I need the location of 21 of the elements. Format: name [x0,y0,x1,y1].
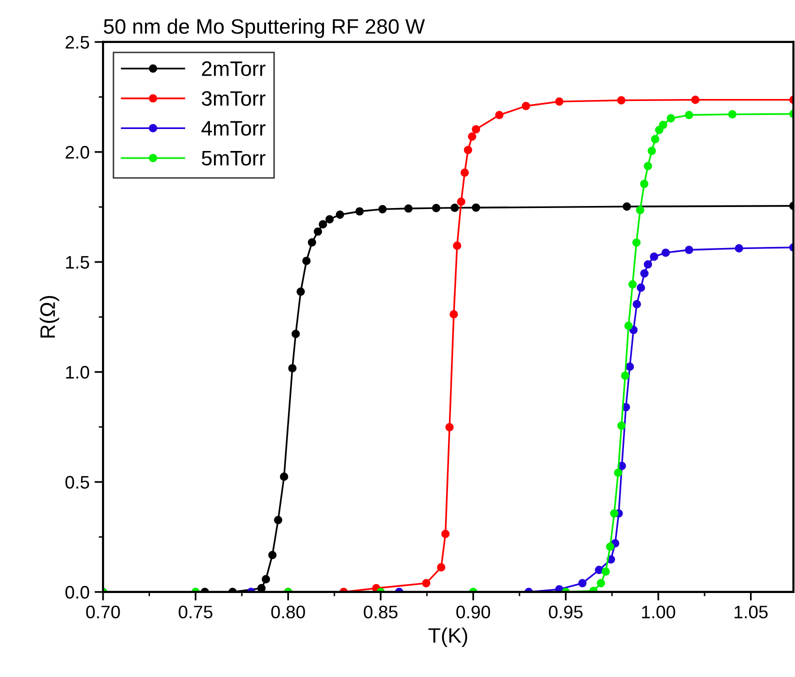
chart-title: 50 nm de Mo Sputtering RF 280 W [104,18,425,38]
y-tick-label: 0.5 [65,476,90,489]
x-tick-label: 0.80 [271,606,305,618]
y-tick-label: 2.0 [66,146,90,159]
y-tick-label: 1.0 [66,366,90,379]
y-axis-title: R(Ω) [40,296,60,338]
x-tick-label: 1.05 [734,606,768,618]
legend-label: 5mTorr [202,151,266,166]
legend-label: 3mTorr [202,91,266,106]
x-tick-label: 1.00 [642,606,676,618]
x-tick-label: 0.95 [548,606,583,618]
x-tick-label: 0.75 [178,606,212,618]
x-tick-label: 0.70 [86,606,120,618]
y-tick-label: 2.5 [66,36,90,49]
legend-label: 4mTorr [201,121,266,136]
x-tick-label: 0.85 [364,606,398,618]
y-tick-label: 1.5 [66,256,90,269]
x-tick-label: 0.90 [456,606,490,618]
legend-label: 2mTorr [202,61,266,76]
x-axis-title: T(K) [428,628,468,647]
y-tick-label: 0.0 [65,586,90,599]
